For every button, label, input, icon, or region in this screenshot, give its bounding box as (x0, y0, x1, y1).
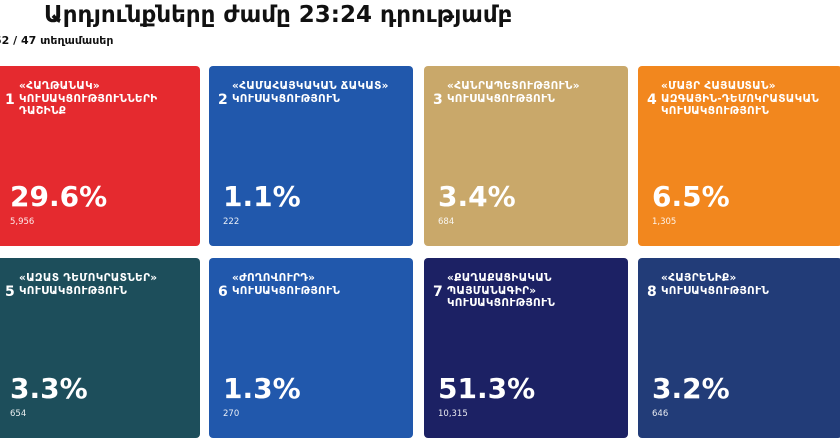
party-card-5[interactable]: 5 «ԱԶԱՏ ԴԵՄՈԿՐԱՏՆԵՐ» ԿՈՒՍԱԿՑՈՒԹՅՈՒՆ 3.3%… (0, 258, 200, 438)
party-card-8[interactable]: 8 «ՀԱՅՐԵՆԻՔ» ԿՈՒՍԱԿՑՈՒԹՅՈՒՆ 3.2% 646 (638, 258, 840, 438)
party-card-6[interactable]: 6 «ԺՈՂՈՎՈՒՐԴ» ԿՈՒՍԱԿՑՈՒԹՅՈՒՆ 1.3% 270 (209, 258, 413, 438)
precincts-count: 52 / 47 տեղամասեր (0, 34, 114, 47)
party-number: 2 (218, 92, 228, 108)
party-card-1[interactable]: 1 «ՀԱՂԹԱՆԱԿ» ԿՈՒՍԱԿՑՈՒԹՅՈՒՆՆԵՐԻ ԴԱՇԻՆՔ 2… (0, 66, 200, 246)
party-name: «ՔԱՂԱՔԱՑԻԱԿԱՆ ՊԱՅՄԱՆԱԳԻՐ» ԿՈՒՍԱԿՑՈՒԹՅՈՒՆ (447, 272, 556, 309)
party-card-4[interactable]: 4 «ՄԱՅՐ ՀԱՅԱՍՏԱՆ» ԱԶԳԱՅԻՆ-ԴԵՄՈԿՐԱՏԱԿԱՆ Կ… (638, 66, 840, 246)
party-name: «ԺՈՂՈՎՈՒՐԴ» ԿՈՒՍԱԿՑՈՒԹՅՈՒՆ (232, 272, 341, 297)
party-number: 8 (647, 284, 657, 300)
party-number: 3 (433, 92, 443, 108)
vote-percent: 3.3% (10, 372, 88, 405)
vote-count: 1,305 (652, 217, 677, 227)
party-number: 6 (218, 284, 228, 300)
party-card-3[interactable]: 3 «ՀԱՆՐԱՊԵՏՈՒԹՅՈՒՆ» ԿՈՒՍԱԿՑՈՒԹՅՈՒՆ 3.4% … (424, 66, 628, 246)
party-number: 5 (5, 284, 15, 300)
vote-percent: 3.2% (652, 372, 730, 405)
vote-count: 684 (438, 217, 455, 227)
party-number: 7 (433, 284, 443, 300)
vote-percent: 1.3% (223, 372, 301, 405)
vote-percent: 51.3% (438, 372, 536, 405)
vote-count: 646 (652, 409, 669, 419)
party-card-2[interactable]: 2 «ՀԱՄԱՀԱՅԿԱԿԱՆ ՃԱԿԱՏ» ԿՈՒՍԱԿՑՈՒԹՅՈՒՆ 1.… (209, 66, 413, 246)
vote-count: 10,315 (438, 409, 468, 419)
vote-count: 5,956 (10, 217, 35, 227)
party-name: «ՀԱՅՐԵՆԻՔ» ԿՈՒՍԱԿՑՈՒԹՅՈՒՆ (661, 272, 770, 297)
vote-percent: 1.1% (223, 180, 301, 213)
vote-count: 654 (10, 409, 27, 419)
party-number: 4 (647, 92, 657, 108)
party-number: 1 (5, 92, 15, 108)
vote-percent: 3.4% (438, 180, 516, 213)
party-name: «ԱԶԱՏ ԴԵՄՈԿՐԱՏՆԵՐ» ԿՈՒՍԱԿՑՈՒԹՅՈՒՆ (19, 272, 158, 297)
party-name: «ՀԱՂԹԱՆԱԿ» ԿՈՒՍԱԿՑՈՒԹՅՈՒՆՆԵՐԻ ԴԱՇԻՆՔ (19, 80, 158, 117)
party-name: «ՀԱՆՐԱՊԵՏՈՒԹՅՈՒՆ» ԿՈՒՍԱԿՑՈՒԹՅՈՒՆ (447, 80, 580, 105)
party-card-7[interactable]: 7 «ՔԱՂԱՔԱՑԻԱԿԱՆ ՊԱՅՄԱՆԱԳԻՐ» ԿՈՒՍԱԿՑՈՒԹՅՈ… (424, 258, 628, 438)
page-title: Արդյունքները ժամը 23:24 դրությամբ (44, 2, 513, 28)
vote-percent: 29.6% (10, 180, 108, 213)
party-name: «ՀԱՄԱՀԱՅԿԱԿԱՆ ՃԱԿԱՏ» ԿՈՒՍԱԿՑՈՒԹՅՈՒՆ (232, 80, 389, 105)
vote-percent: 6.5% (652, 180, 730, 213)
party-name: «ՄԱՅՐ ՀԱՅԱՍՏԱՆ» ԱԶԳԱՅԻՆ-ԴԵՄՈԿՐԱՏԱԿԱՆ ԿՈՒ… (661, 80, 820, 117)
vote-count: 270 (223, 409, 240, 419)
vote-count: 222 (223, 217, 240, 227)
